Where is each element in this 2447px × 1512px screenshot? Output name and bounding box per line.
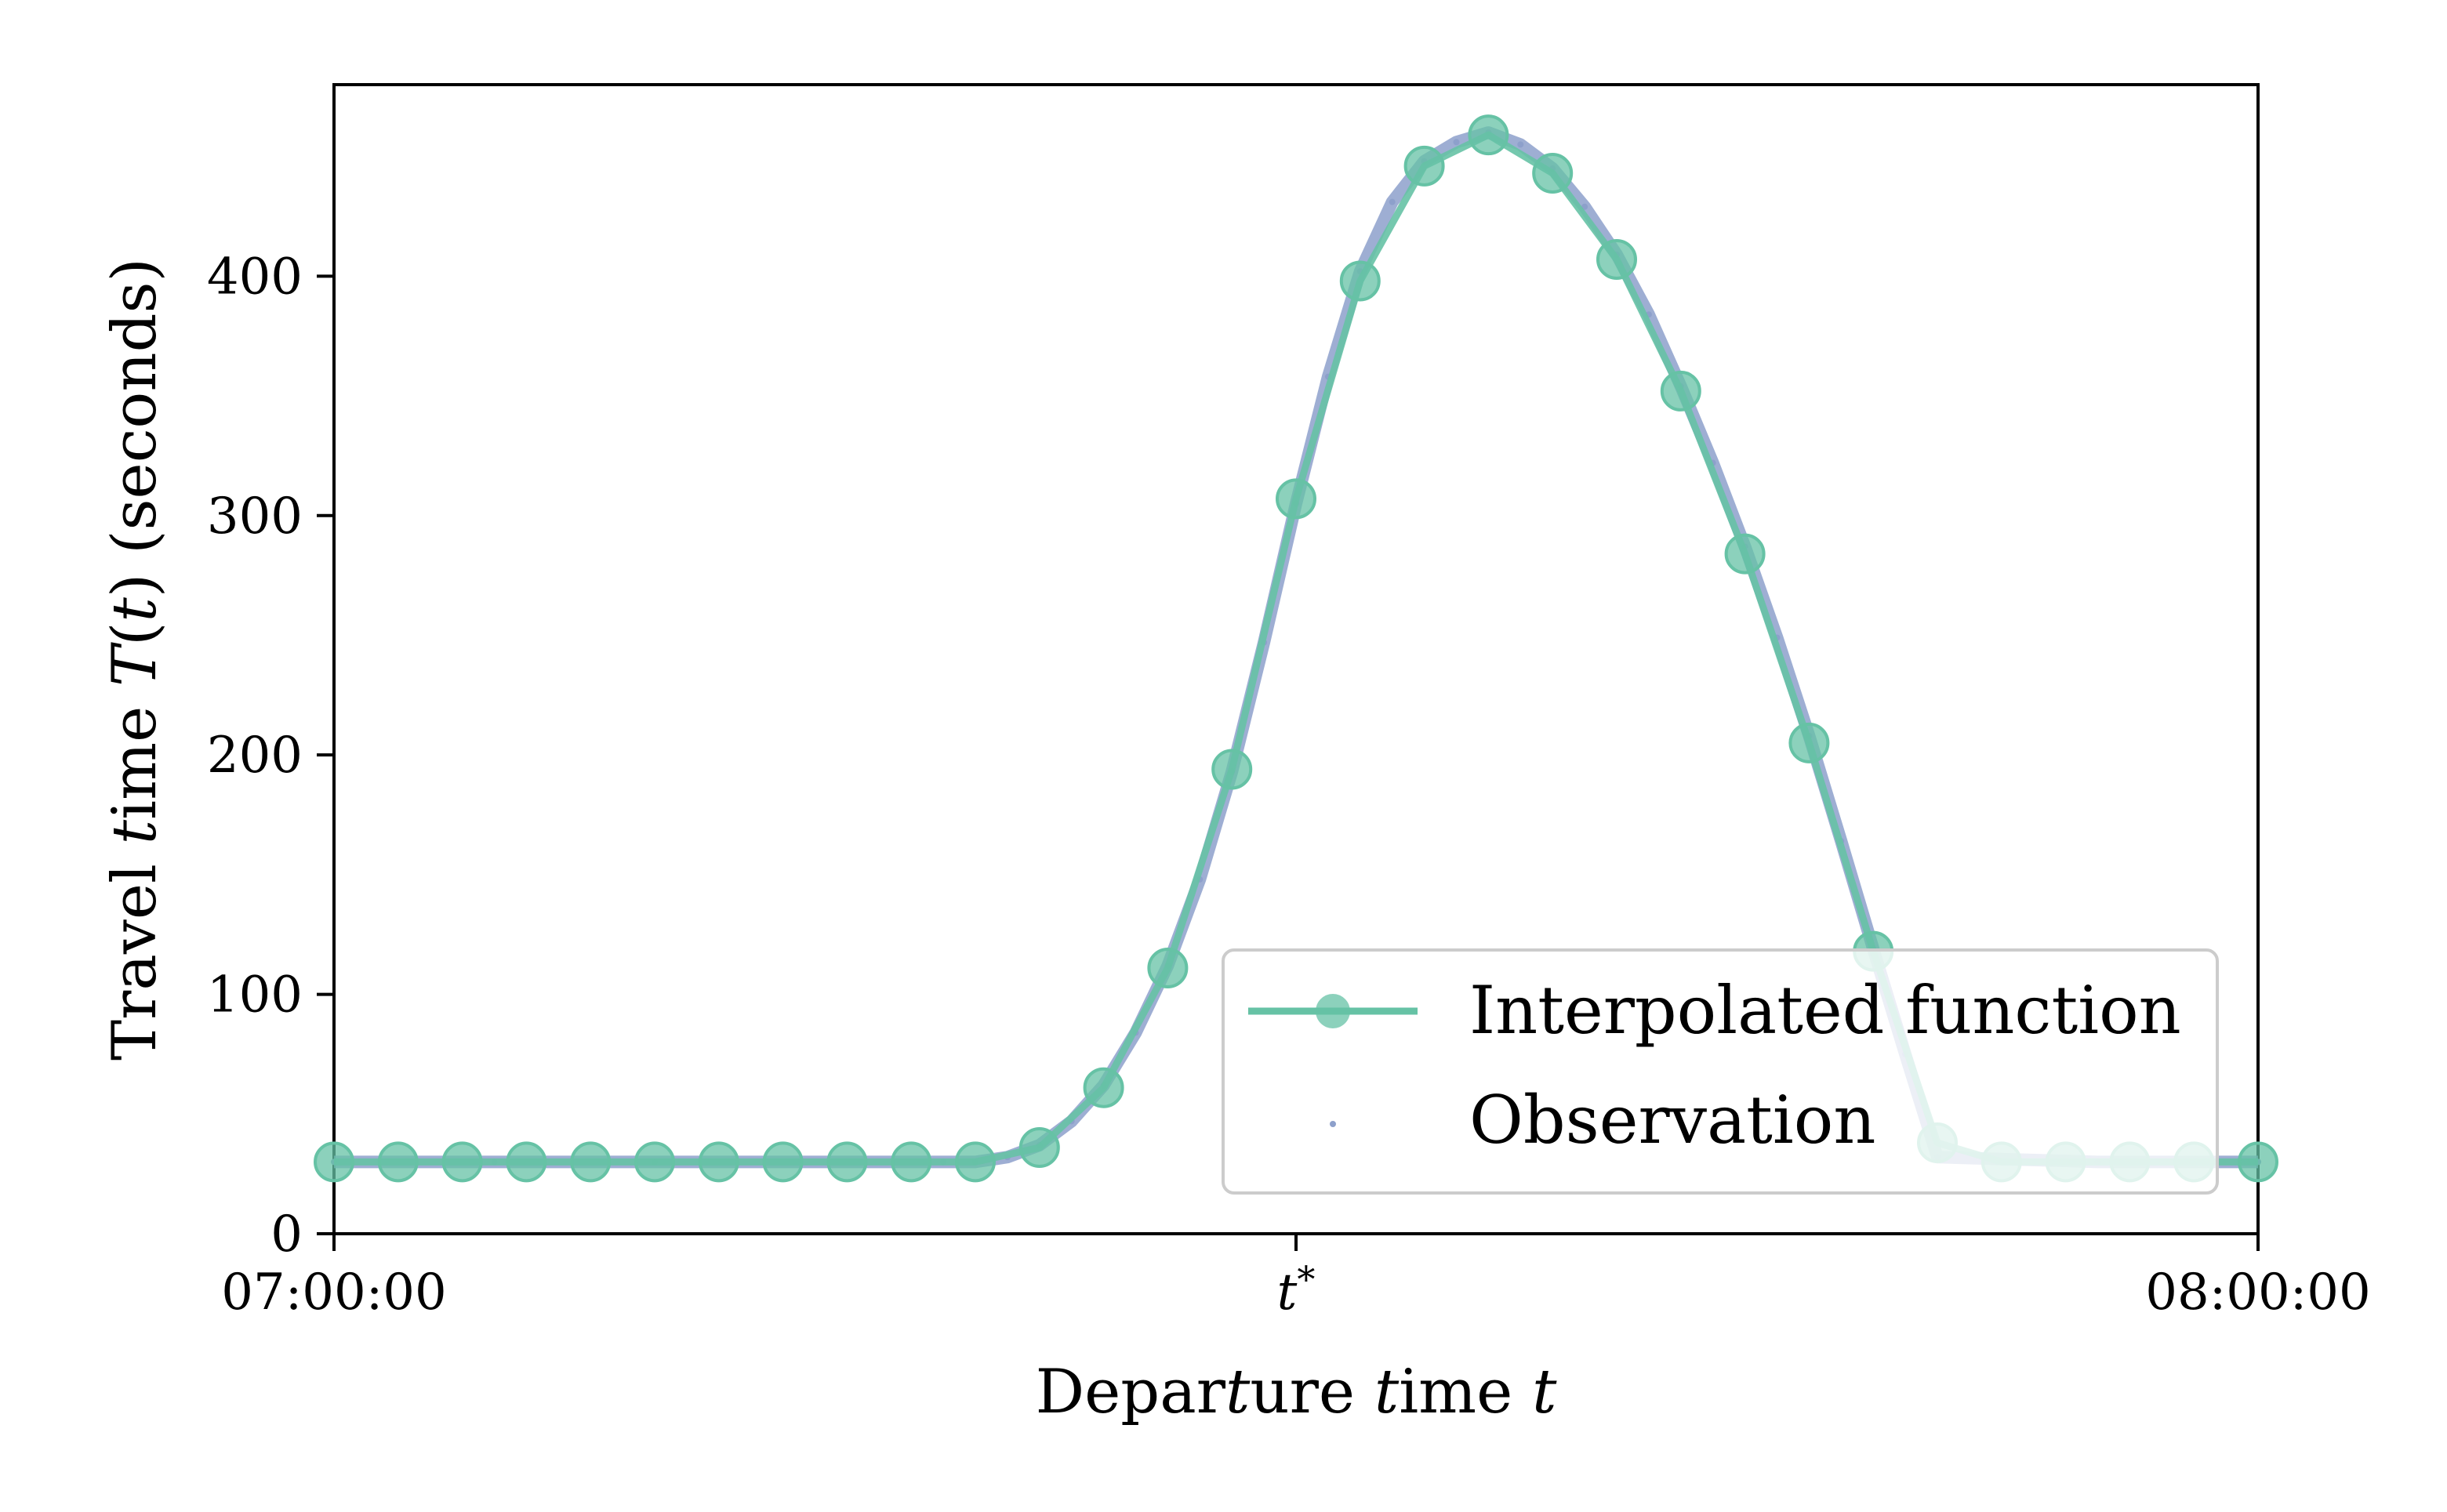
interpolated-marker	[2238, 1141, 2278, 1183]
x-axis: 07:00:00 t* 08:00:00	[221, 1234, 2371, 1322]
observation-point	[1453, 139, 1460, 146]
y-tick-label: 0	[270, 1206, 303, 1264]
interpolated-marker	[1468, 114, 1509, 156]
observation-point	[1517, 141, 1524, 148]
legend: Interpolated function Observation	[1222, 948, 2219, 1195]
interpolated-marker	[1788, 722, 1830, 763]
interpolated-marker	[1339, 260, 1381, 302]
x-axis-label: Departure time t	[1036, 1357, 1558, 1427]
y-axis-label: Travel time T(t) (seconds)	[100, 258, 170, 1061]
legend-marker-swatch	[1316, 994, 1350, 1028]
interpolated-marker	[1018, 1127, 1060, 1169]
interpolated-marker	[314, 1141, 354, 1183]
interpolated-marker	[377, 1141, 419, 1183]
y-tick-label: 300	[207, 488, 303, 546]
x-tick-label: 08:00:00	[2145, 1264, 2370, 1322]
legend-observation-swatch	[1330, 1121, 1336, 1127]
observation-point	[1389, 198, 1396, 205]
y-axis: 0 100 200 300 400	[207, 248, 334, 1264]
interpolated-marker	[1276, 478, 1316, 520]
x-tick-label: t*	[1277, 1258, 1316, 1322]
interpolated-marker	[1532, 153, 1574, 194]
interpolated-marker	[506, 1141, 547, 1183]
interpolated-marker	[1596, 238, 1637, 280]
interpolated-marker	[1724, 533, 1766, 575]
y-tick-label: 100	[207, 966, 303, 1024]
legend-box	[1222, 948, 2219, 1195]
interpolated-marker	[762, 1141, 804, 1183]
legend-entry-interpolated: Interpolated function	[1469, 972, 2181, 1049]
interpolated-marker	[1660, 370, 1701, 412]
y-tick-label: 200	[207, 727, 303, 785]
interpolated-marker	[1211, 749, 1253, 790]
legend-entry-observation: Observation	[1469, 1082, 1875, 1158]
interpolated-marker	[1147, 947, 1189, 988]
interpolated-marker	[634, 1141, 675, 1183]
interpolated-marker	[1403, 145, 1445, 187]
interpolated-marker	[698, 1141, 739, 1183]
interpolated-marker	[441, 1141, 483, 1183]
interpolated-marker	[570, 1141, 612, 1183]
interpolated-marker	[826, 1141, 868, 1183]
interpolated-marker	[891, 1141, 932, 1183]
interpolated-marker	[1083, 1067, 1124, 1108]
x-tick-label: 07:00:00	[221, 1264, 446, 1322]
y-tick-label: 400	[207, 248, 303, 306]
interpolated-marker	[955, 1141, 996, 1183]
